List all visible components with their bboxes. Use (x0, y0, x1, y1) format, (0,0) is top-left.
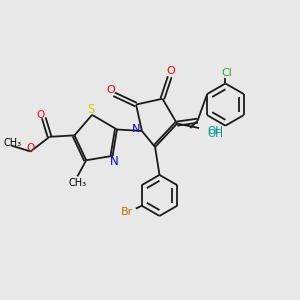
Text: O: O (26, 143, 35, 153)
Text: OH: OH (208, 129, 224, 139)
Text: CH₃: CH₃ (68, 178, 86, 188)
Text: Cl: Cl (221, 68, 232, 78)
Text: O: O (106, 85, 115, 95)
Text: OH: OH (208, 126, 224, 136)
Text: CH₃: CH₃ (4, 138, 22, 148)
Text: O: O (167, 67, 176, 76)
Text: O: O (36, 110, 44, 120)
Text: N: N (110, 155, 118, 168)
Text: S: S (87, 103, 94, 116)
Text: Br: Br (121, 206, 133, 217)
Text: N: N (132, 124, 140, 134)
